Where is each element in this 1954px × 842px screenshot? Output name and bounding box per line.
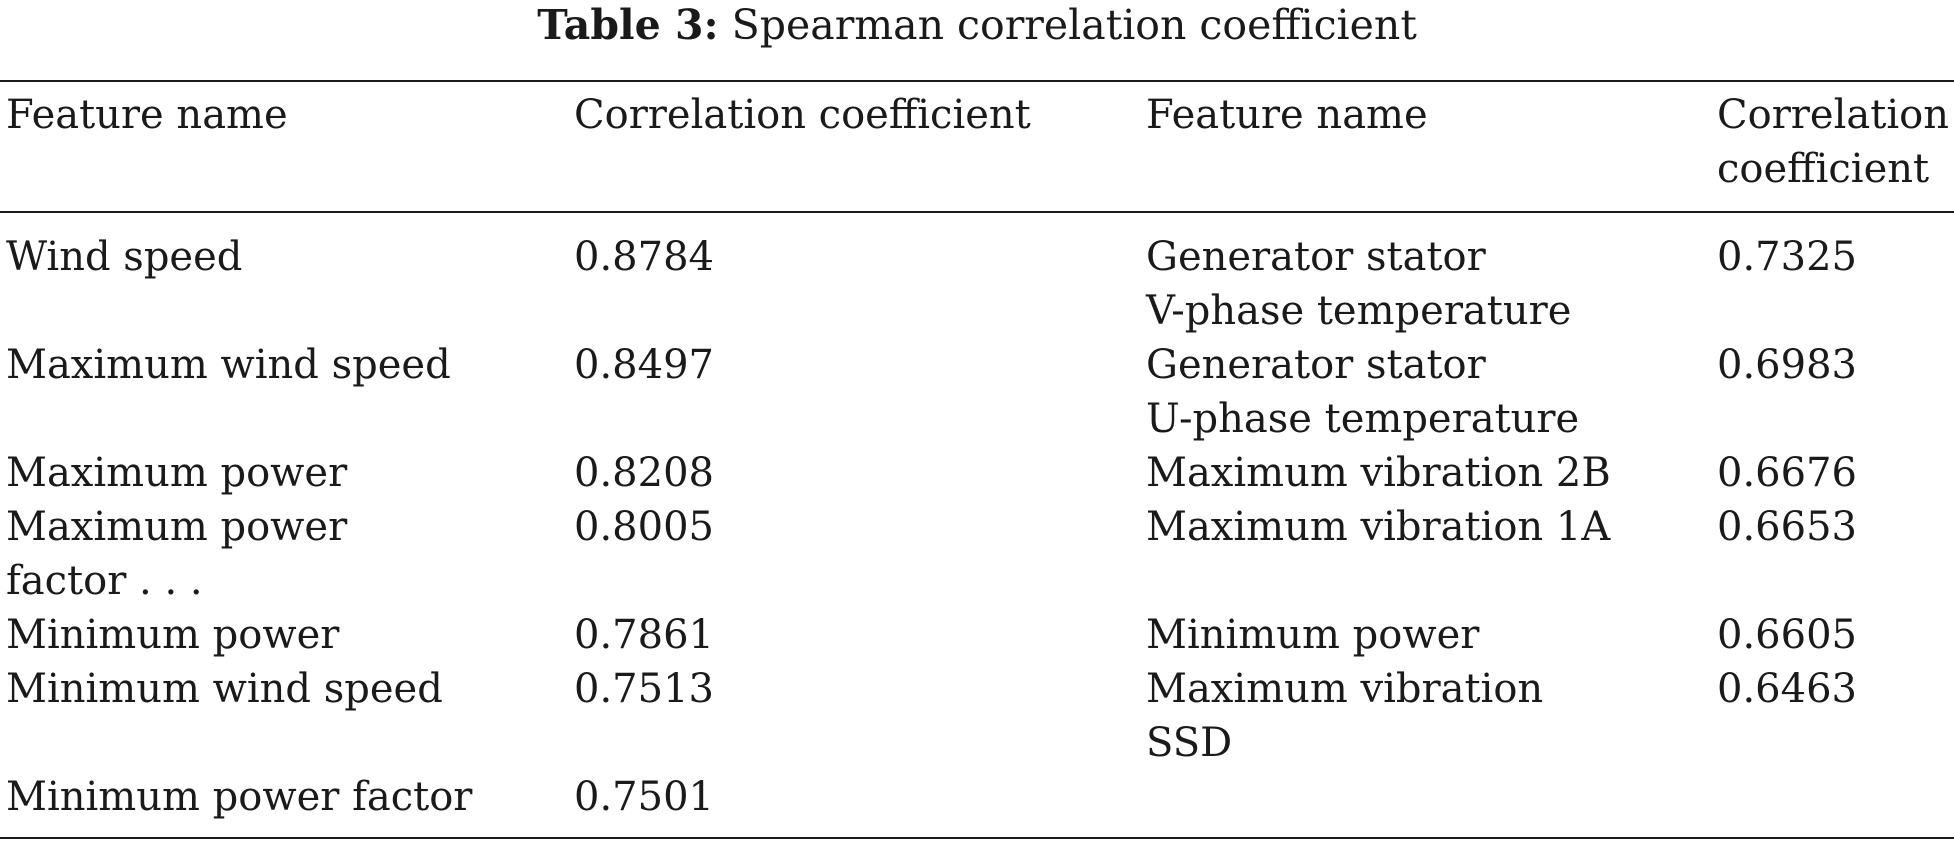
left-row-4-feature-line1: Maximum power bbox=[6, 504, 348, 550]
right-row-2-feature-line1: Generator stator bbox=[1146, 342, 1486, 388]
left-row-4-feature-line2: factor . . . bbox=[6, 558, 203, 604]
right-row-1-feature-line2: V-phase temperature bbox=[1146, 288, 1572, 334]
right-row-2-value: 0.6983 bbox=[1717, 342, 1857, 388]
header-coefficient-right: Correlation coefficient bbox=[1717, 88, 1949, 196]
header-feature-left: Feature name bbox=[6, 92, 288, 138]
top-rule bbox=[0, 80, 1954, 82]
header-coefficient-right-line1: Correlation bbox=[1717, 92, 1949, 138]
left-row-1-feature: Wind speed bbox=[6, 234, 243, 280]
right-row-6-feature-line1: Maximum vibration bbox=[1146, 666, 1544, 712]
right-row-6-value: 0.6463 bbox=[1717, 666, 1857, 712]
right-row-3-value: 0.6676 bbox=[1717, 450, 1857, 496]
left-row-5-feature: Minimum power bbox=[6, 612, 340, 658]
table-caption: Table 3: Spearman correlation coefficien… bbox=[0, 0, 1954, 52]
right-row-6-feature: Maximum vibration SSD bbox=[1146, 662, 1543, 770]
left-row-3-feature: Maximum power bbox=[6, 450, 348, 496]
table-title: Spearman correlation coefficient bbox=[731, 1, 1417, 49]
left-row-5-value: 0.7861 bbox=[574, 612, 714, 658]
header-rule bbox=[0, 211, 1954, 213]
right-row-6-feature-line2: SSD bbox=[1146, 720, 1233, 766]
left-row-2-feature: Maximum wind speed bbox=[6, 342, 451, 388]
right-row-3-feature: Maximum vibration 2B bbox=[1146, 450, 1611, 496]
right-row-1-feature: Generator stator V-phase temperature bbox=[1146, 230, 1571, 338]
header-coefficient-left: Correlation coefficient bbox=[574, 92, 1031, 138]
left-row-2-value: 0.8497 bbox=[574, 342, 714, 388]
right-row-2-feature: Generator stator U-phase temperature bbox=[1146, 338, 1579, 446]
right-row-5-value: 0.6605 bbox=[1717, 612, 1857, 658]
left-row-3-value: 0.8208 bbox=[574, 450, 714, 496]
table-label: Table 3: bbox=[537, 1, 719, 49]
right-row-4-value: 0.6653 bbox=[1717, 504, 1857, 550]
left-row-1-value: 0.8784 bbox=[574, 234, 714, 280]
bottom-rule bbox=[0, 837, 1954, 839]
left-row-4-feature: Maximum power factor . . . bbox=[6, 500, 347, 608]
header-coefficient-right-line2: coefficient bbox=[1717, 146, 1930, 192]
header-feature-right: Feature name bbox=[1146, 92, 1428, 138]
left-row-6-feature: Minimum wind speed bbox=[6, 666, 443, 712]
left-row-4-value: 0.8005 bbox=[574, 504, 714, 550]
right-row-2-feature-line2: U-phase temperature bbox=[1146, 396, 1580, 442]
left-row-6-value: 0.7513 bbox=[574, 666, 714, 712]
right-row-1-value: 0.7325 bbox=[1717, 234, 1857, 280]
left-row-7-feature: Minimum power factor bbox=[6, 774, 473, 820]
right-row-4-feature: Maximum vibration 1A bbox=[1146, 504, 1611, 550]
right-row-5-feature: Minimum power bbox=[1146, 612, 1480, 658]
left-row-7-value: 0.7501 bbox=[574, 774, 714, 820]
right-row-1-feature-line1: Generator stator bbox=[1146, 234, 1486, 280]
